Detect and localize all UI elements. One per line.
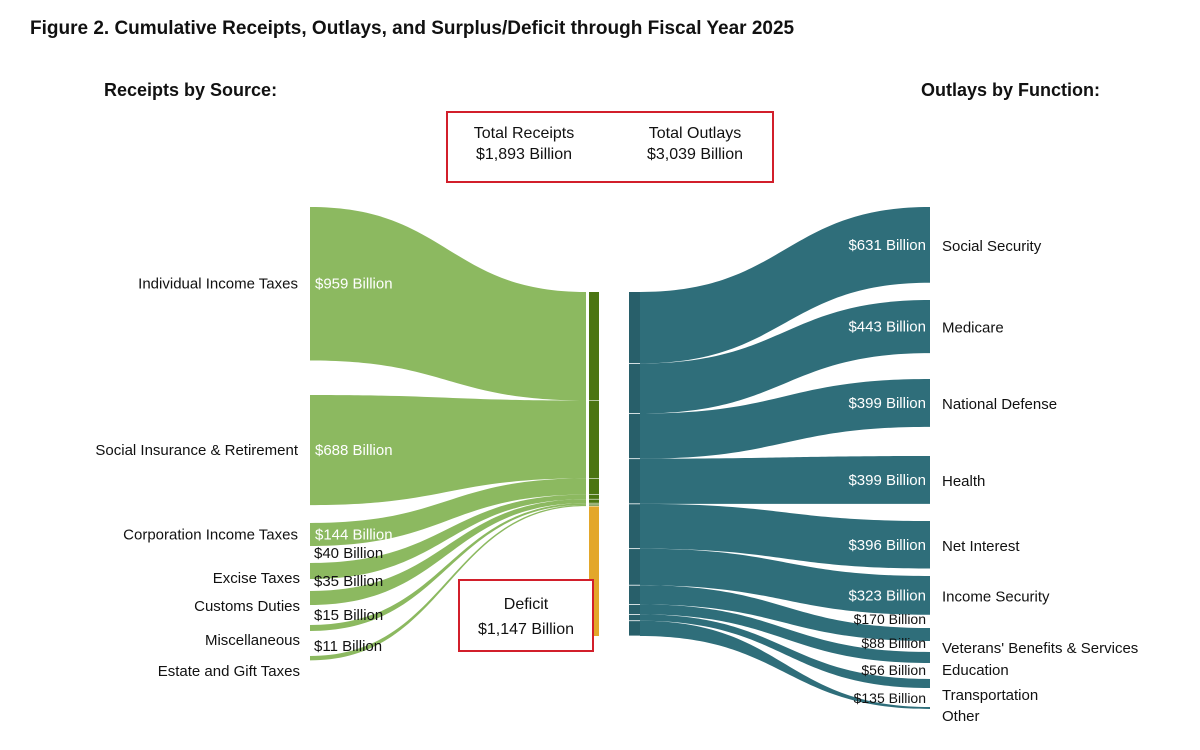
outlay-name-label: Education bbox=[942, 662, 1009, 679]
outlay-value-label: $135 Billion bbox=[854, 690, 926, 706]
receipt-value-label: $959 Billion bbox=[315, 276, 393, 293]
outlay-name-label: Income Security bbox=[942, 588, 1050, 605]
outlay-value-label: $88 Billion bbox=[861, 635, 926, 651]
deficit-label: Deficit bbox=[503, 596, 549, 613]
receipt-name-label: Customs Duties bbox=[194, 598, 300, 615]
outlay-value-label: $323 Billion bbox=[848, 587, 926, 604]
deficit-box: Deficit $1,147 Billion bbox=[458, 579, 594, 652]
outlay-value-label: $56 Billion bbox=[861, 662, 926, 678]
outlay-band-education bbox=[640, 604, 930, 663]
outlay-value-label: $631 Billion bbox=[848, 237, 926, 254]
receipt-value-label: $11 Billion bbox=[314, 638, 382, 655]
receipt-band-estate-and-gift-taxes bbox=[310, 504, 586, 661]
outlay-value-label: $170 Billion bbox=[854, 611, 926, 627]
receipt-name-label: Excise Taxes bbox=[213, 570, 300, 587]
receipt-band-individual-income-taxes bbox=[310, 207, 586, 401]
receipt-value-label: $688 Billion bbox=[315, 442, 393, 459]
outlay-value-label: $399 Billion bbox=[848, 395, 926, 412]
outlays-bar bbox=[629, 292, 640, 636]
outlay-band-national-defense bbox=[640, 379, 930, 459]
outlay-name-label: Social Security bbox=[942, 238, 1042, 255]
outlays-heading: Outlays by Function: bbox=[921, 80, 1101, 100]
outlay-name-label: Transportation bbox=[942, 687, 1038, 704]
receipts-heading: Receipts by Source: bbox=[104, 80, 278, 100]
total-outlays-label: Total Outlays bbox=[648, 125, 742, 142]
receipt-name-label: Social Insurance & Retirement bbox=[95, 442, 298, 459]
deficit-value: $1,147 Billion bbox=[477, 621, 575, 638]
outlay-value-label: $443 Billion bbox=[848, 319, 926, 336]
receipt-band-excise-taxes bbox=[310, 494, 586, 579]
receipt-band-customs-duties bbox=[310, 499, 586, 605]
receipt-band-miscellaneous bbox=[310, 503, 586, 631]
outlay-name-label: Medicare bbox=[942, 320, 1004, 337]
outlay-name-label: Other bbox=[942, 708, 980, 725]
receipt-name-label: Individual Income Taxes bbox=[138, 276, 298, 293]
totals-box: Total Receipts $1,893 Billion Total Outl… bbox=[446, 111, 774, 183]
total-outlays: Total Outlays $3,039 Billion bbox=[620, 123, 770, 165]
deficit-bar bbox=[589, 506, 599, 636]
receipt-value-label: $144 Billion bbox=[315, 527, 393, 544]
receipt-value-label: $40 Billion bbox=[314, 545, 383, 562]
receipt-band-social-insurance-retirement bbox=[310, 395, 586, 506]
outlay-value-label: $396 Billion bbox=[848, 537, 926, 554]
receipt-band-corporation-income-taxes bbox=[310, 478, 586, 547]
outlay-band-transportation bbox=[640, 614, 930, 688]
outlay-band-veterans-benefits-services bbox=[640, 585, 930, 641]
outlay-band-income-security bbox=[640, 548, 930, 615]
outlay-band-medicare bbox=[640, 300, 930, 414]
receipt-value-label: $35 Billion bbox=[314, 573, 383, 590]
outlay-band-social-security bbox=[640, 207, 930, 364]
total-receipts-value: $1,893 Billion bbox=[475, 146, 573, 163]
receipts-bar bbox=[589, 292, 599, 507]
outlay-name-label: Net Interest bbox=[942, 538, 1020, 555]
outlay-band-other bbox=[640, 620, 930, 709]
outlay-band-net-interest bbox=[640, 503, 930, 569]
chart-title: Figure 2. Cumulative Receipts, Outlays, … bbox=[30, 18, 795, 39]
outlay-name-label: National Defense bbox=[942, 396, 1057, 413]
receipt-name-label: Corporation Income Taxes bbox=[123, 527, 298, 544]
receipt-value-label: $15 Billion bbox=[314, 607, 383, 624]
outlay-name-label: Health bbox=[942, 473, 985, 490]
total-receipts: Total Receipts $1,893 Billion bbox=[454, 123, 594, 165]
receipt-name-label: Estate and Gift Taxes bbox=[158, 663, 300, 680]
outlay-name-label: Veterans' Benefits & Services bbox=[942, 640, 1138, 657]
total-outlays-value: $3,039 Billion bbox=[646, 146, 744, 163]
outlay-band-health bbox=[640, 456, 930, 504]
total-receipts-label: Total Receipts bbox=[473, 125, 575, 142]
receipt-name-label: Miscellaneous bbox=[205, 632, 300, 649]
outlay-value-label: $399 Billion bbox=[848, 472, 926, 489]
